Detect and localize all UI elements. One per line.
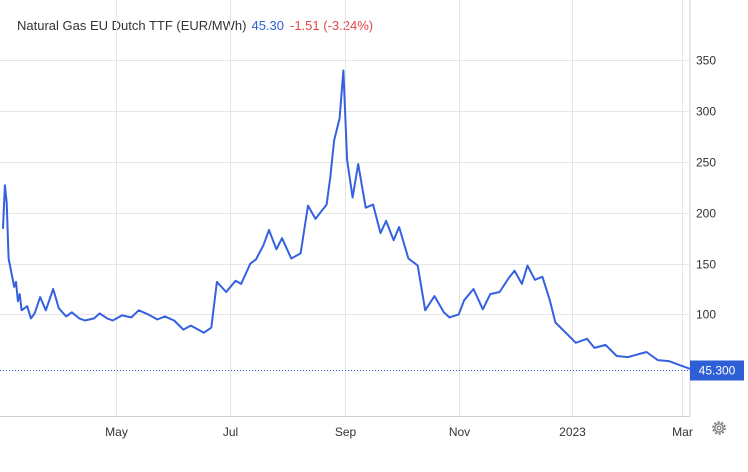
x-tick-label: Mar	[672, 425, 693, 439]
last-price: 45.30	[251, 18, 285, 33]
price-series-line	[2, 69, 694, 371]
y-tick-label: 150	[696, 258, 716, 272]
price-change: -1.51 (-3.24%)	[290, 18, 374, 33]
chart-title: Natural Gas EU Dutch TTF (EUR/MWh)	[17, 18, 247, 33]
x-tick-label: 2023	[559, 425, 586, 439]
chart-legend: Natural Gas EU Dutch TTF (EUR/MWh) 45.30-…	[17, 18, 373, 33]
y-tick-label: 200	[696, 207, 716, 221]
x-tick-label: May	[105, 425, 128, 439]
last-price-tag	[690, 360, 744, 381]
y-tick-label: 300	[696, 105, 716, 119]
last-price-tag-label: 45.300	[699, 364, 736, 378]
gear-icon[interactable]	[710, 419, 728, 437]
x-tick-label: Nov	[449, 425, 470, 439]
x-tick-label: Sep	[335, 425, 357, 439]
y-tick-label: 250	[696, 156, 716, 170]
y-tick-label: 100	[696, 308, 716, 322]
y-tick-label: 350	[696, 54, 716, 68]
x-tick-label: Jul	[223, 425, 238, 439]
